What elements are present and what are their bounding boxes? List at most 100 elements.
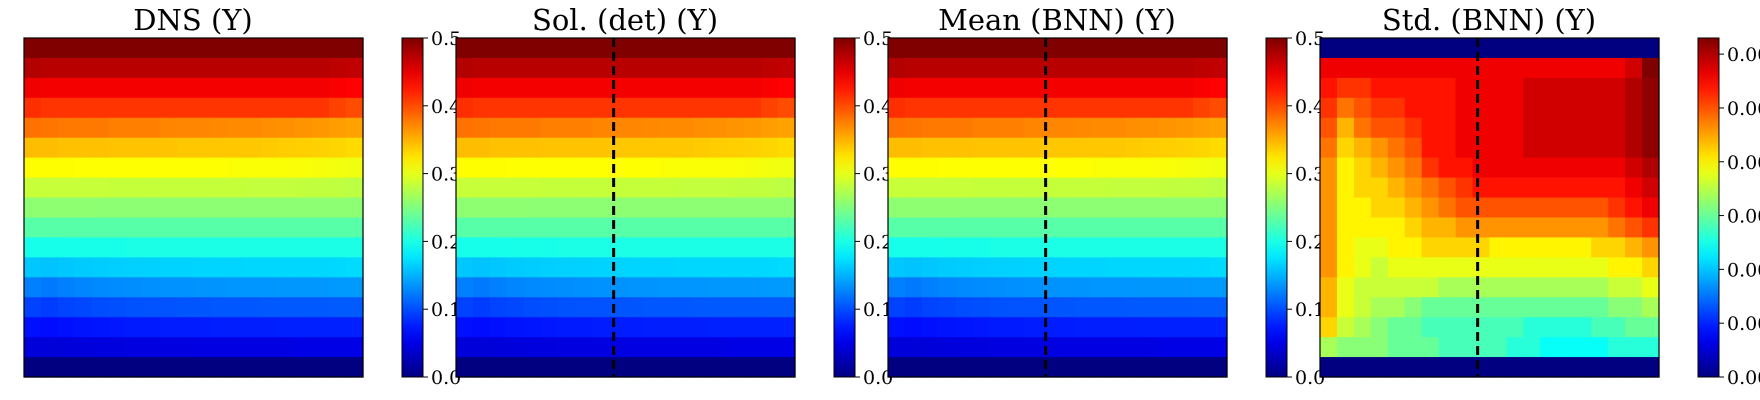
heatmap-cell: [1540, 157, 1558, 179]
heatmap-cell: [761, 217, 779, 239]
heatmap-cell: [40, 38, 59, 59]
colorbar-tick-label: 0.0: [431, 367, 461, 389]
heatmap-cell: [1108, 157, 1126, 179]
heatmap-cell: [972, 157, 991, 179]
heatmap-cell: [1125, 277, 1143, 298]
heatmap-cell: [329, 137, 347, 159]
heatmap-cell: [227, 57, 245, 79]
heatmap-cell: [142, 337, 161, 358]
heatmap-cell: [193, 297, 212, 318]
heatmap-cell: [540, 97, 559, 119]
heatmap-cell: [1125, 38, 1143, 59]
heatmap-cell: [1108, 177, 1126, 199]
heatmap-cell: [24, 317, 42, 338]
heatmap-cell: [1455, 357, 1474, 378]
heatmap-cell: [693, 197, 711, 219]
heatmap-cell: [574, 317, 593, 338]
heatmap-cell: [1193, 97, 1211, 119]
heatmap-cell: [778, 277, 796, 298]
heatmap-cell: [625, 277, 644, 298]
heatmap-cell: [456, 237, 474, 258]
heatmap-cell: [1404, 97, 1423, 119]
heatmap-cell: [1023, 38, 1042, 59]
heatmap-cell: [642, 237, 660, 258]
heatmap-cell: [1040, 337, 1059, 358]
heatmap-cell: [1540, 217, 1558, 239]
heatmap-cell: [1387, 177, 1406, 199]
heatmap-cell: [40, 277, 59, 298]
heatmap-cell: [346, 57, 364, 79]
heatmap-cell: [904, 217, 923, 239]
heatmap-cell: [921, 337, 940, 358]
heatmap-cell: [176, 337, 195, 358]
heatmap-cell: [57, 317, 76, 338]
heatmap-cell: [1091, 257, 1109, 278]
heatmap-cell: [142, 117, 161, 139]
heatmap-cell: [261, 277, 279, 298]
heatmap-cell: [278, 337, 296, 358]
heatmap-cell: [176, 197, 195, 219]
heatmap-cell: [176, 257, 195, 278]
heatmap-cell: [938, 57, 957, 79]
heatmap-cell: [1336, 277, 1355, 298]
heatmap-cell: [40, 77, 59, 99]
heatmap-frame: [887, 37, 1228, 378]
heatmap-cell: [1320, 257, 1338, 278]
heatmap-cell: [1438, 237, 1457, 258]
heatmap-cell: [506, 257, 525, 278]
heatmap-cell: [1455, 297, 1474, 318]
heatmap-cell: [1608, 277, 1626, 298]
heatmap-cell: [1438, 277, 1457, 298]
heatmap-cell: [659, 177, 677, 199]
heatmap-cell: [744, 57, 762, 79]
heatmap-cell: [329, 57, 347, 79]
heatmap-cell: [24, 237, 42, 258]
heatmap-cell: [1455, 77, 1474, 99]
heatmap-cell: [744, 177, 762, 199]
heatmap-cell: [142, 257, 161, 278]
heatmap-cell: [888, 337, 906, 358]
heatmap-cell: [506, 57, 525, 79]
heatmap-cell: [91, 57, 110, 79]
heatmap-cell: [1540, 357, 1558, 378]
heatmap-cell: [1353, 57, 1372, 79]
heatmap-cell: [1370, 97, 1389, 119]
heatmap-cell: [642, 277, 660, 298]
heatmap-cell: [1387, 197, 1406, 219]
heatmap-cell: [1489, 337, 1508, 358]
heatmap-cell: [540, 237, 559, 258]
heatmap-cell: [91, 77, 110, 99]
heatmap-cell: [456, 217, 474, 239]
heatmap-cell: [456, 57, 474, 79]
heatmap-cell: [1387, 237, 1406, 258]
heatmap-cell: [1023, 337, 1042, 358]
heatmap-cell: [40, 97, 59, 119]
heatmap-cell: [1074, 137, 1092, 159]
heatmap-cell: [557, 217, 576, 239]
heatmap-cell: [312, 277, 330, 298]
heatmap-cell: [1176, 197, 1194, 219]
heatmap-cell: [744, 337, 762, 358]
heatmap-cell: [1574, 297, 1592, 318]
heatmap-cell: [193, 197, 212, 219]
heatmap-cell: [642, 297, 660, 318]
heatmap-cell: [1370, 357, 1389, 378]
heatmap-cell: [972, 177, 991, 199]
heatmap-cell: [1557, 337, 1575, 358]
heatmap-cell: [1006, 57, 1025, 79]
heatmap-cell: [489, 117, 508, 139]
heatmap-cell: [1125, 77, 1143, 99]
heatmap-cell: [989, 277, 1008, 298]
heatmap-cell: [1591, 297, 1609, 318]
heatmap-cell: [1353, 117, 1372, 139]
heatmap-cell: [1057, 237, 1076, 258]
heatmap-cell: [1506, 197, 1524, 219]
heatmap-cell: [1506, 257, 1524, 278]
colorbar: [401, 37, 424, 378]
heatmap-cell: [540, 77, 559, 99]
heatmap-cell: [972, 38, 991, 59]
heatmap-cell: [1370, 177, 1389, 199]
heatmap-cell: [744, 237, 762, 258]
heatmap-cell: [1625, 197, 1643, 219]
heatmap-cell: [921, 177, 940, 199]
